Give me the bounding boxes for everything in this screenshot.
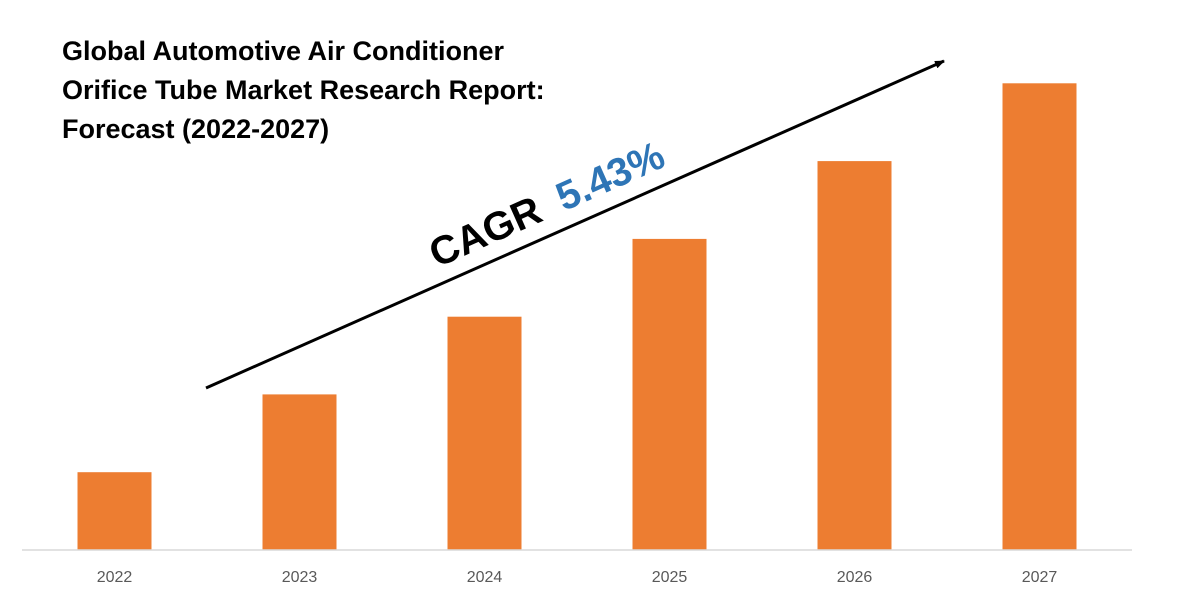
trend-arrow — [205, 59, 945, 390]
x-tick-label-2022: 2022 — [97, 569, 133, 586]
bar-series — [77, 83, 1077, 551]
cagr-value: 5.43% — [550, 133, 672, 219]
bar-2025 — [632, 238, 707, 550]
bar-2024 — [447, 316, 522, 550]
chart-title-line-1: Global Automotive Air Conditioner — [62, 36, 504, 66]
bar-2027 — [1002, 83, 1077, 551]
chart-title: Global Automotive Air Conditioner Orific… — [62, 36, 552, 144]
bar-2023 — [262, 394, 337, 550]
x-tick-label-2024: 2024 — [467, 569, 503, 586]
x-tick-label-2027: 2027 — [1022, 569, 1058, 586]
x-tick-label-2023: 2023 — [282, 569, 318, 586]
bar-2026 — [817, 161, 892, 550]
chart-title-line-3: Forecast (2022-2027) — [62, 114, 329, 144]
x-tick-label-2026: 2026 — [837, 569, 873, 586]
x-axis-tick-labels: 2022 2023 2024 2025 2026 2027 — [97, 569, 1058, 586]
bar-2022 — [77, 472, 152, 550]
x-tick-label-2025: 2025 — [652, 569, 688, 586]
chart-title-line-2: Orifice Tube Market Research Report: — [62, 75, 545, 105]
